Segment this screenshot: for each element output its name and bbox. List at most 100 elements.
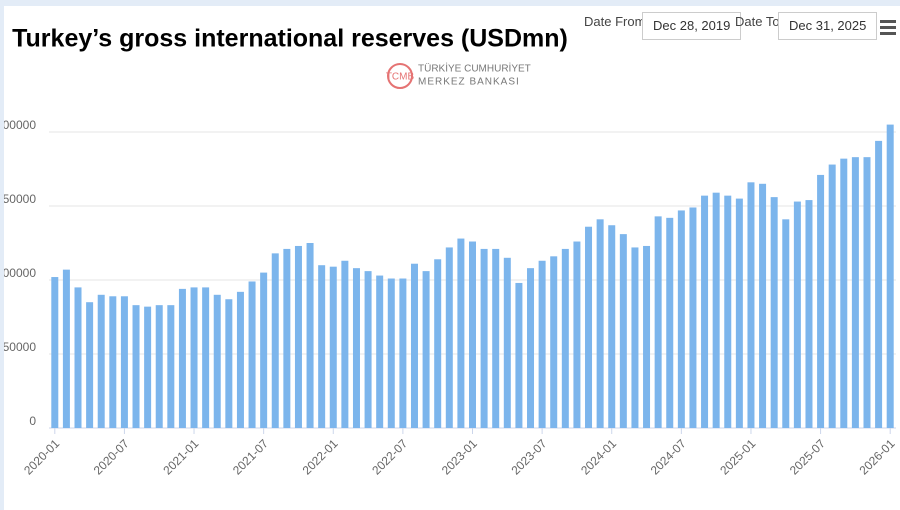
bar [492, 248, 500, 428]
bar [677, 210, 685, 428]
y-tick-label: 150000 [0, 192, 36, 206]
bar [666, 217, 674, 428]
bar [573, 241, 581, 428]
logo-line2: MERKEZ BANKASI [418, 77, 520, 88]
bar [515, 282, 523, 428]
bar [376, 275, 384, 428]
bar [260, 272, 268, 428]
bar [422, 271, 430, 428]
date-from-label: Date From [584, 14, 646, 29]
x-tick-label: 2021-01 [160, 436, 201, 477]
date-to-input[interactable]: Dec 31, 2025 [778, 12, 878, 40]
bar [561, 248, 569, 428]
x-tick-label: 2025-07 [787, 436, 828, 477]
bar [886, 124, 894, 428]
bar [631, 247, 639, 428]
y-tick-label: 200000 [0, 118, 36, 132]
x-tick-label: 2023-07 [508, 436, 549, 477]
bar [178, 288, 186, 428]
bar [608, 225, 616, 428]
y-tick-label: 100000 [0, 266, 36, 280]
bar [399, 278, 407, 428]
bar [793, 201, 801, 428]
bar [352, 268, 360, 428]
bar [155, 305, 163, 428]
bar [202, 287, 210, 428]
logo-mark [387, 63, 413, 89]
chart-title: Turkey’s gross international reserves (U… [12, 25, 568, 53]
bar [51, 277, 59, 428]
bar [759, 183, 767, 428]
bar [190, 287, 198, 428]
bar [770, 197, 778, 428]
bar [74, 287, 82, 428]
bar [341, 260, 349, 428]
bar [851, 157, 859, 428]
bar [747, 182, 755, 428]
bar [724, 195, 732, 428]
date-from-input[interactable]: Dec 28, 2019 [642, 12, 742, 40]
bar [550, 256, 558, 428]
bar [782, 219, 790, 428]
bar [527, 268, 535, 428]
bar [538, 260, 546, 428]
bar [271, 253, 279, 428]
bar [97, 294, 105, 428]
bar [445, 247, 453, 428]
bar [248, 281, 256, 428]
bar [364, 271, 372, 428]
x-tick-label: 2022-07 [369, 436, 410, 477]
bar [654, 216, 662, 428]
x-tick-label: 2024-07 [648, 436, 689, 477]
bar [167, 305, 175, 428]
bar [828, 164, 836, 428]
bar [434, 259, 442, 428]
x-tick-label: 2020-01 [21, 436, 62, 477]
x-tick-label: 2026-01 [857, 436, 896, 477]
bar [318, 265, 326, 428]
bar [306, 243, 314, 428]
bar [805, 200, 813, 428]
bar [410, 263, 418, 428]
bar [144, 306, 152, 428]
y-tick-label: 50000 [3, 340, 37, 354]
bar [712, 192, 720, 428]
bar [457, 238, 465, 428]
bar [294, 245, 302, 428]
bar [735, 198, 743, 428]
bar [109, 296, 117, 428]
x-tick-label: 2024-01 [578, 436, 619, 477]
x-tick-label: 2022-01 [300, 436, 341, 477]
bar [503, 257, 511, 428]
menu-button[interactable] [880, 20, 896, 38]
x-tick-label: 2020-07 [91, 436, 132, 477]
bar [585, 226, 593, 428]
logo: TCMB TÜRKİYE CUMHURİYET MERKEZ BANKASI [386, 62, 531, 89]
bar [469, 241, 476, 428]
y-tick-label: 0 [29, 414, 36, 428]
x-tick-label: 2025-01 [717, 436, 758, 477]
bar [619, 234, 627, 428]
bar [236, 291, 244, 428]
date-to-label: Date To [735, 14, 780, 29]
bar [62, 269, 70, 428]
bar [596, 219, 604, 428]
logo-mark-text: TCMB [386, 72, 415, 83]
bar [689, 207, 697, 428]
bar [701, 195, 709, 428]
bar [387, 278, 395, 428]
bar [863, 157, 871, 428]
bar [875, 140, 883, 428]
bar [329, 266, 337, 428]
x-tick-label: 2021-07 [230, 436, 271, 477]
x-tick-label: 2023-01 [439, 436, 480, 477]
bar [86, 302, 94, 428]
bar [225, 299, 233, 428]
bar [643, 245, 651, 428]
bar [817, 174, 825, 428]
logo-line1: TÜRKİYE CUMHURİYET [418, 62, 531, 75]
bar [132, 305, 140, 428]
bar [283, 248, 291, 428]
